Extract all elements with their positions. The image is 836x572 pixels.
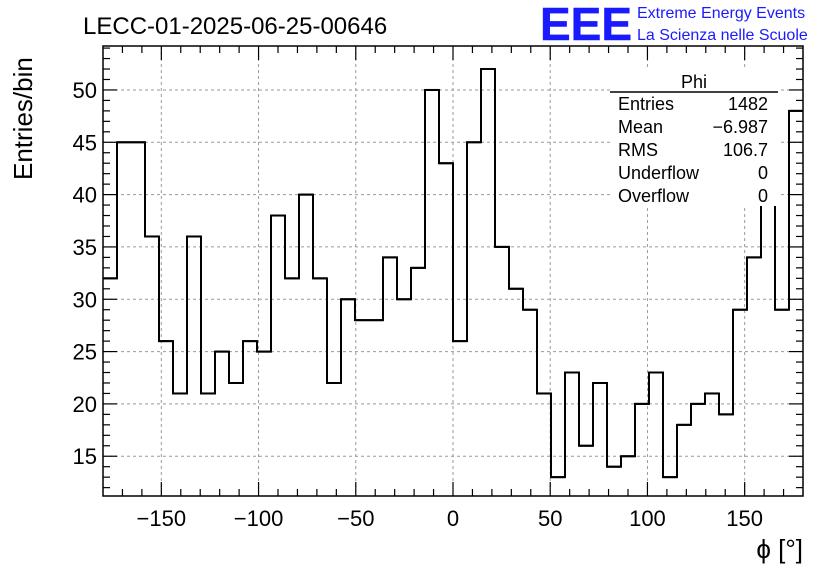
y-tick-label: 50 [73, 78, 97, 103]
stats-value: 0 [758, 186, 768, 206]
y-axis-ticks [103, 47, 803, 489]
plot-frame [102, 45, 804, 497]
stats-box: Phi Entries 1482 Mean −6.987 RMS 106.7 Underfl… [610, 70, 778, 206]
stats-label: Mean [618, 117, 663, 137]
y-tick-label: 35 [73, 235, 97, 260]
stats-value: −6.987 [712, 117, 768, 137]
logo-mark: EEE [540, 0, 632, 50]
eee-logo: EEE Extreme Energy Events La Scienza nel… [540, 0, 808, 50]
y-tick-label: 40 [73, 183, 97, 208]
x-tick-label: −50 [337, 506, 374, 531]
x-tick-label: −100 [234, 506, 284, 531]
logo-line-1: Extreme Energy Events [637, 5, 805, 22]
stats-label: Overflow [618, 186, 690, 206]
x-tick-label: 50 [538, 506, 562, 531]
y-tick-label: 15 [73, 444, 97, 469]
y-tick-label: 20 [73, 392, 97, 417]
chart-title: LECC-01-2025-06-25-00646 [83, 13, 387, 40]
stats-value: 0 [758, 163, 768, 183]
stats-rows: Entries 1482 Mean −6.987 RMS 106.7 Underflow 0 O… [618, 94, 768, 206]
histogram-bins [103, 68, 803, 479]
stats-box-title: Phi [681, 72, 707, 92]
x-tick-label: −150 [137, 506, 187, 531]
x-tick-label: 150 [726, 506, 763, 531]
x-axis-label: ϕ [°] [756, 534, 803, 564]
x-tick-label: 100 [629, 506, 666, 531]
y-tick-labels: 15 20 25 30 35 40 45 50 [73, 78, 97, 469]
x-axis-ticks [121, 46, 785, 496]
stats-label: RMS [618, 140, 658, 160]
y-tick-label: 30 [73, 287, 97, 312]
x-tick-label: 0 [447, 506, 459, 531]
y-tick-label: 45 [73, 130, 97, 155]
stats-value: 1482 [728, 94, 768, 114]
y-axis-label: Entries/bin [8, 57, 38, 180]
logo-line-2: La Scienza nelle Scuole [637, 27, 808, 44]
stats-label: Underflow [618, 163, 700, 183]
stats-value: 106.7 [723, 140, 768, 160]
y-tick-label: 25 [73, 340, 97, 365]
stats-label: Entries [618, 94, 674, 114]
x-tick-labels: −150 −100 −50 0 50 100 150 [137, 506, 763, 531]
